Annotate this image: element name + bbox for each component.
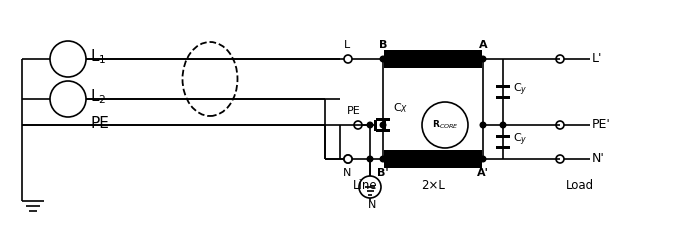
Text: B: B (379, 40, 387, 50)
Bar (376, 118, 390, 121)
Text: N: N (343, 168, 351, 178)
Circle shape (480, 56, 486, 62)
Text: 2×L: 2×L (421, 179, 445, 192)
Text: Line: Line (354, 179, 378, 192)
Circle shape (354, 121, 362, 129)
Text: L$_1$: L$_1$ (90, 48, 106, 66)
Circle shape (380, 122, 386, 128)
Bar (496, 96, 510, 99)
Bar (376, 129, 390, 132)
Circle shape (368, 156, 373, 162)
Text: L': L' (592, 52, 603, 65)
Bar (496, 146, 510, 149)
Circle shape (556, 121, 564, 129)
Text: C$_y$: C$_y$ (513, 82, 528, 98)
Circle shape (368, 122, 373, 128)
Text: A: A (479, 40, 487, 50)
Text: R$_{CORE}$: R$_{CORE}$ (432, 119, 458, 131)
Bar (384, 150, 482, 168)
Circle shape (344, 155, 352, 163)
Text: B': B' (377, 168, 388, 178)
Bar (384, 50, 482, 68)
Text: C$_y$: C$_y$ (513, 132, 528, 148)
Circle shape (380, 156, 386, 162)
Text: A': A' (477, 168, 489, 178)
Circle shape (480, 122, 486, 128)
Circle shape (556, 155, 564, 163)
Bar (496, 85, 510, 88)
Text: L: L (344, 40, 350, 50)
Circle shape (480, 156, 486, 162)
Circle shape (556, 55, 564, 63)
Bar (496, 135, 510, 138)
Text: N': N' (592, 153, 605, 166)
Circle shape (344, 155, 352, 163)
Bar (374, 120, 377, 131)
Bar (383, 120, 386, 131)
Text: Load: Load (566, 179, 594, 192)
Text: PE': PE' (592, 118, 611, 131)
Circle shape (380, 56, 386, 62)
Text: N: N (368, 200, 376, 210)
Circle shape (344, 55, 352, 63)
Text: PE: PE (90, 115, 109, 131)
Text: PE: PE (347, 106, 361, 116)
Circle shape (500, 122, 506, 128)
Text: L$_2$: L$_2$ (90, 88, 106, 106)
Text: C$_X$: C$_X$ (393, 101, 408, 115)
